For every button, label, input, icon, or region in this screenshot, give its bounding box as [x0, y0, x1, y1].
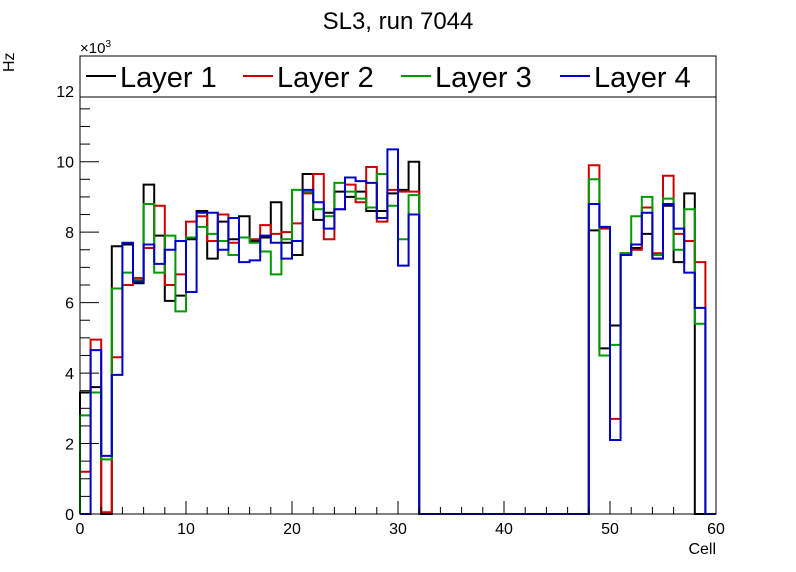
- y-tick-label: 6: [65, 296, 74, 313]
- x-tick-label: 60: [707, 521, 725, 538]
- chart-title: SL3, run 7044: [323, 8, 474, 35]
- y-axis-multiplier: ×103: [80, 39, 111, 57]
- x-tick-label: 50: [601, 521, 619, 538]
- y-tick-label: 8: [65, 225, 74, 242]
- legend-label-2: Layer 2: [277, 62, 374, 94]
- legend-label-1: Layer 1: [120, 62, 217, 94]
- series-4-line: [80, 148, 716, 515]
- legend-label-3: Layer 3: [435, 62, 532, 94]
- legend-box: [79, 55, 717, 98]
- y-axis-multiplier-exponent: 3: [105, 39, 111, 50]
- series-1-line: [79, 160, 716, 515]
- legend: Layer 1 Layer 2 Layer 3 Layer 4: [79, 55, 717, 98]
- series-group: [79, 148, 716, 515]
- x-tick-label: 20: [283, 521, 301, 538]
- x-tick-label: 40: [495, 521, 513, 538]
- x-axis-label: Cell: [688, 541, 716, 558]
- y-tick-label: 2: [65, 437, 74, 454]
- y-tick-label: 4: [65, 366, 74, 383]
- y-axis-label: Hz: [1, 52, 18, 72]
- legend-label-4: Layer 4: [594, 62, 691, 94]
- y-tick-label: 12: [56, 84, 74, 101]
- x-tick-label: 10: [177, 521, 195, 538]
- x-tick-label: 0: [76, 521, 85, 538]
- x-tick-label: 30: [389, 521, 407, 538]
- y-tick-label: 0: [65, 507, 74, 524]
- y-tick-label: 10: [56, 155, 74, 172]
- axes-group: 0 10 20 30 40 50 60 0 2 4 6 8 10 12: [56, 55, 725, 538]
